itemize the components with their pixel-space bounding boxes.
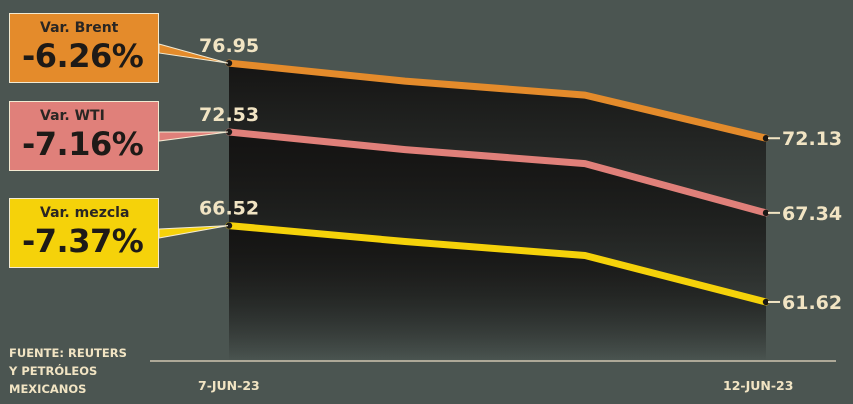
wti-end-label: 67.34 [782,203,842,225]
wti-connector [158,131,229,142]
mezcla-variation-label: Var. mezcla [40,205,130,221]
brent-line [225,59,770,142]
x-tick-label-end: 12-JUN-23 [723,378,793,393]
brent-end-label: 72.13 [782,128,842,150]
mezcla-variation-value: -7.37% [22,222,144,260]
mezcla-start-point [225,222,233,229]
mezcla-area [229,225,766,361]
wti-start-point [225,128,233,136]
wti-start-label: 72.53 [199,104,259,126]
source-line-2: Y PETRÓLEOS [9,364,98,378]
wti-variation-label: Var. WTI [40,108,105,124]
brent-variation-label: Var. Brent [40,20,119,36]
x-tick-label-start: 7-JUN-23 [198,378,260,393]
mezcla-end-label: 61.62 [782,292,842,314]
wti-variation-value: -7.16% [22,125,144,163]
brent-connector [158,43,229,64]
brent-end-point [762,135,770,142]
source-note: FUENTE: REUTERS Y PETRÓLEOS MEXICANOS [9,344,149,398]
brent-variation-box: Var. Brent -6.26% [9,13,159,83]
mezcla-start-label: 66.52 [199,198,259,220]
mezcla-connector [158,225,229,239]
brent-start-label: 76.95 [199,35,259,57]
source-line-3: MEXICANOS [9,382,87,396]
mezcla-line [225,222,770,306]
wti-end-point [762,209,770,217]
brent-variation-value: -6.26% [22,37,144,75]
mezcla-end-point [762,298,770,306]
source-line-1: FUENTE: REUTERS [9,346,127,360]
mezcla-variation-box: Var. mezcla -7.37% [9,198,159,268]
wti-line [225,128,770,217]
wti-variation-box: Var. WTI -7.16% [9,101,159,171]
brent-start-point [225,59,233,67]
